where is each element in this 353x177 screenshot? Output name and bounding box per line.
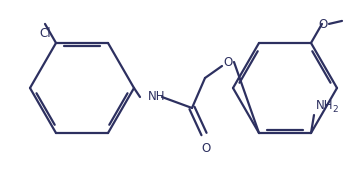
Text: NH: NH <box>316 99 334 112</box>
Text: 2: 2 <box>332 105 337 113</box>
Text: O: O <box>223 56 233 68</box>
Text: NH: NH <box>148 90 166 104</box>
Text: O: O <box>318 18 328 31</box>
Text: Cl: Cl <box>39 27 51 40</box>
Text: O: O <box>201 142 211 155</box>
